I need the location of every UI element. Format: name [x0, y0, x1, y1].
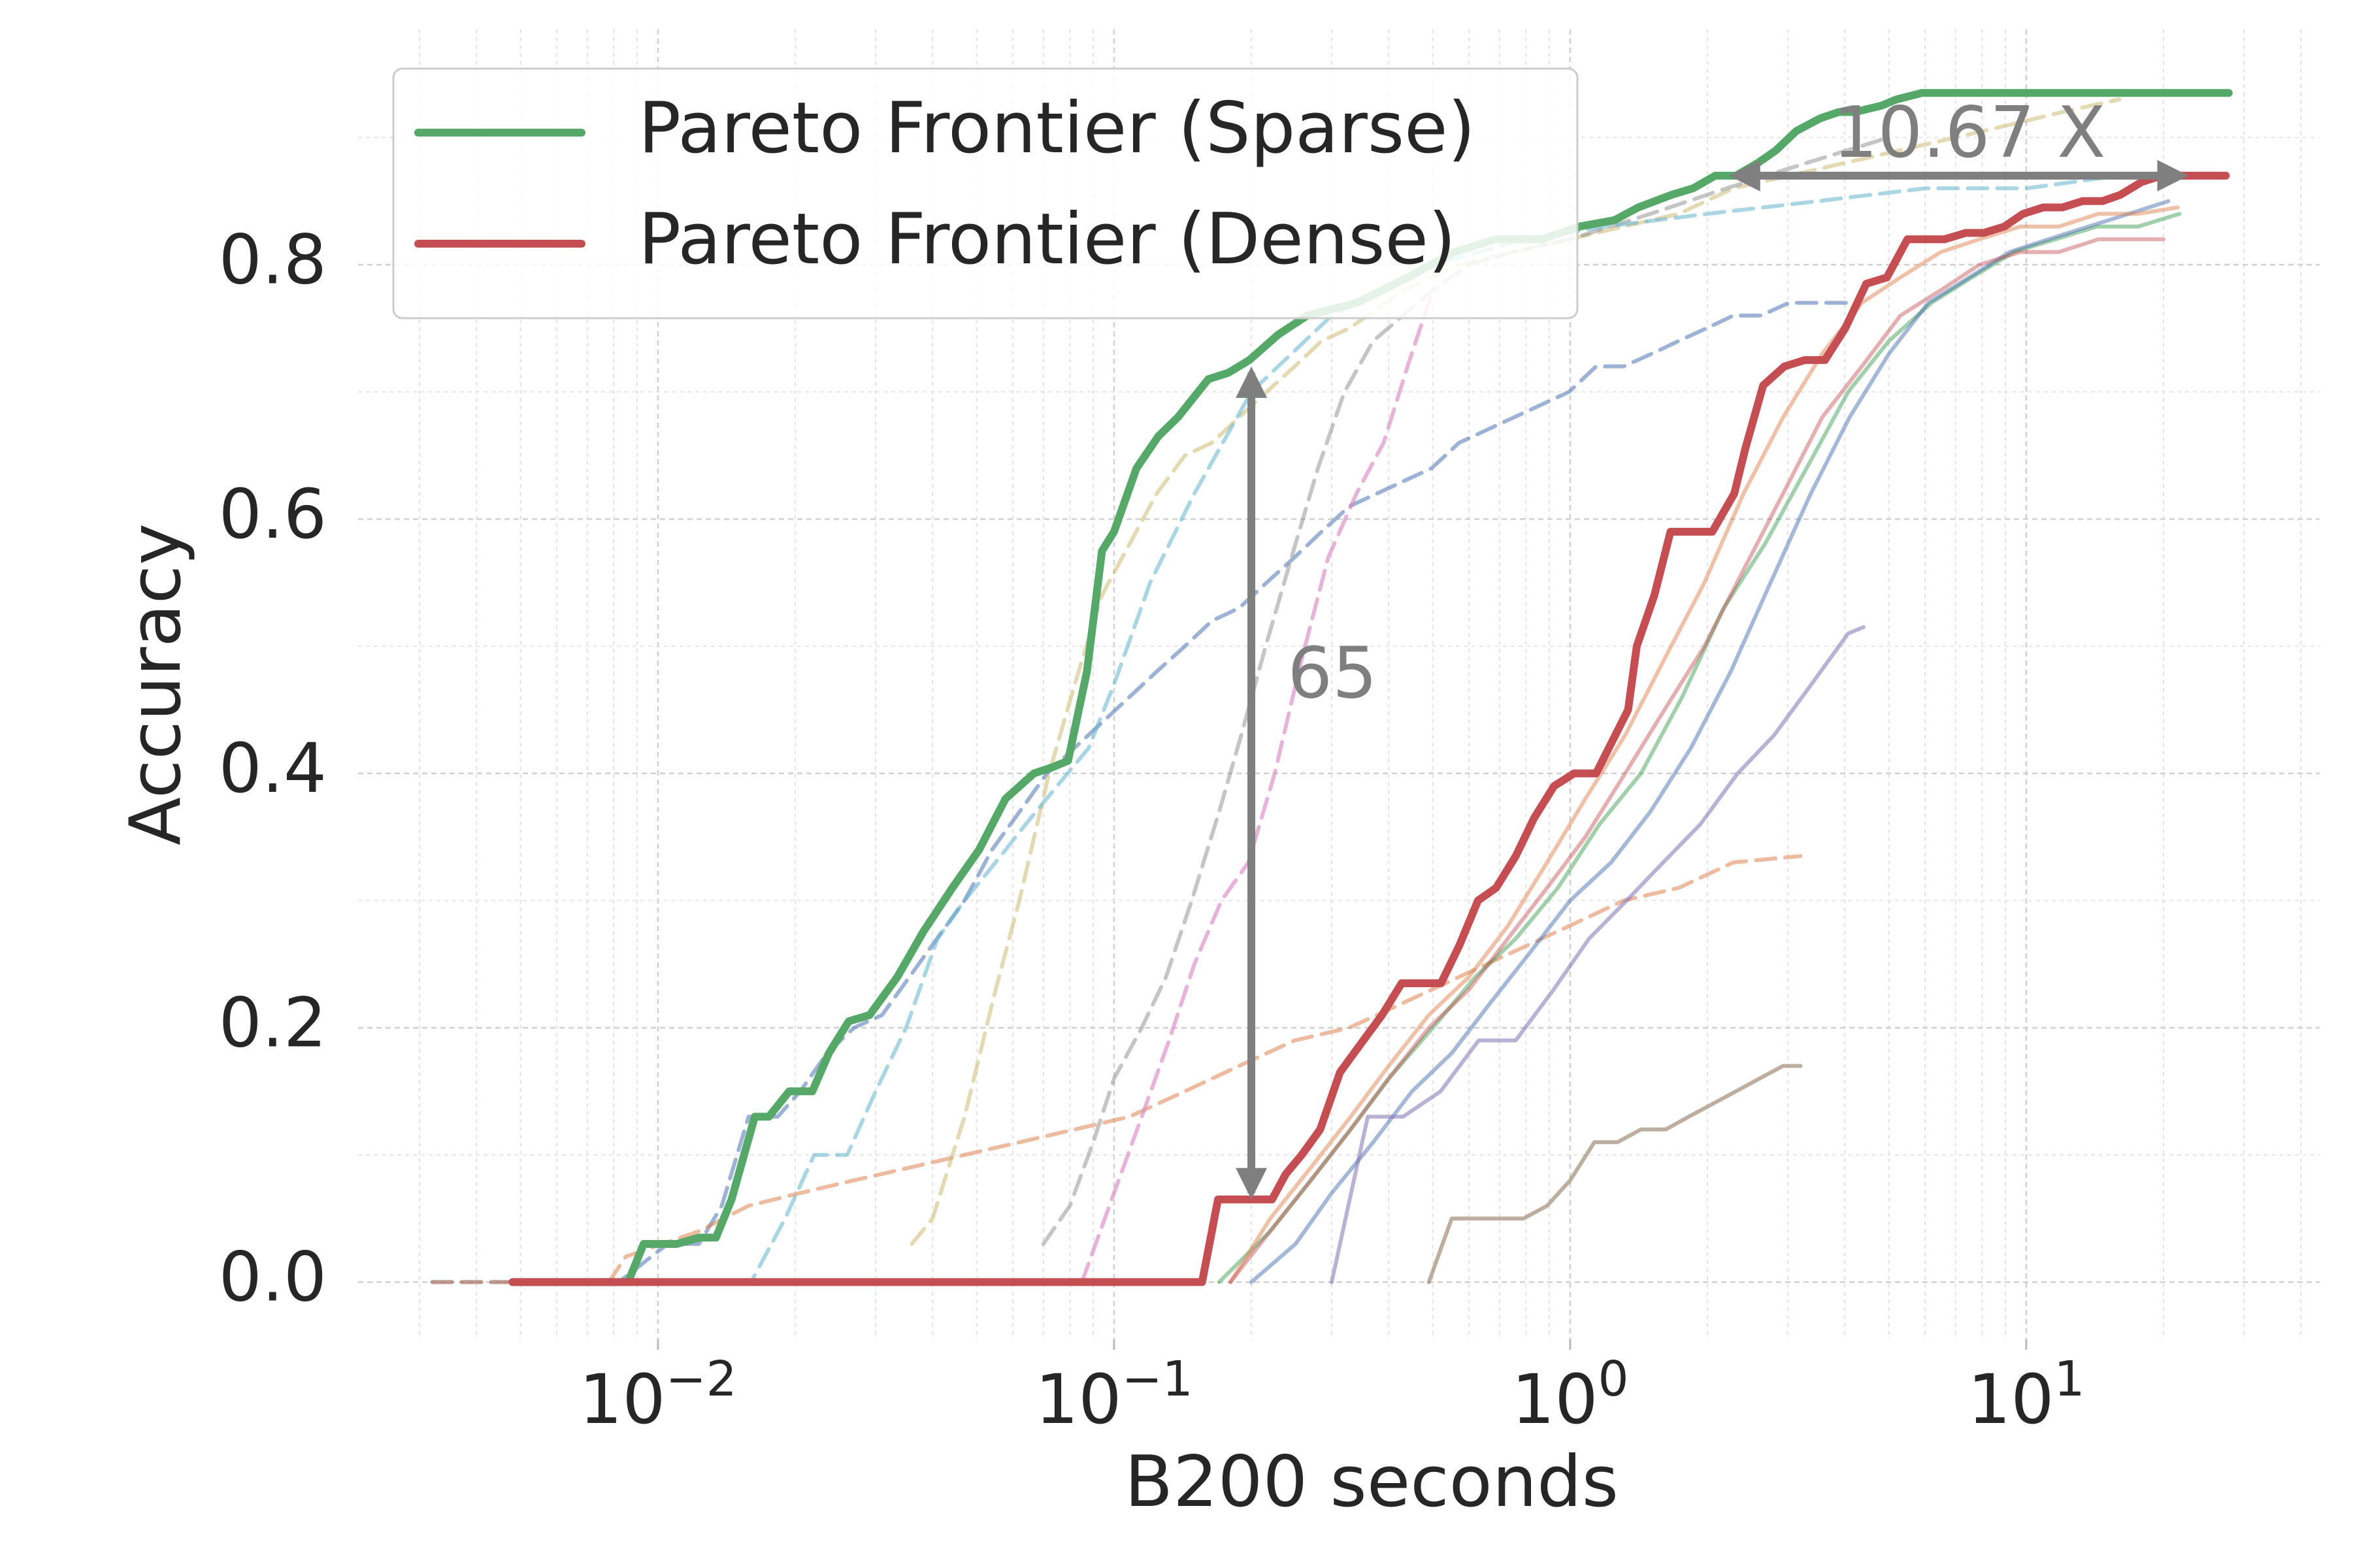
x-tick-label: 100 [1511, 1351, 1628, 1439]
annotation-text: 10.67 X [1833, 92, 2106, 174]
annotation-text: 65 [1287, 633, 1377, 715]
x-tick-base: 10 [579, 1360, 665, 1439]
y-tick-label: 0.6 [219, 474, 327, 554]
series-line-11 [1228, 205, 2180, 1284]
series-line-14 [1426, 1064, 1803, 1284]
x-tick-label: 101 [1967, 1351, 2084, 1439]
x-tick-exponent: 1 [2054, 1351, 2085, 1407]
x-axis-label: B200 seconds [1125, 1441, 1619, 1523]
series-line-12 [1228, 237, 2165, 1284]
annotation-layer: 65 10.67 X [1236, 92, 2189, 1200]
series-line-3 [430, 301, 1862, 1284]
series-line-4 [430, 854, 1803, 1284]
legend: Pareto Frontier (Sparse) Pareto Frontier … [392, 67, 1579, 319]
x-tick-label: 10−1 [1035, 1351, 1193, 1439]
x-tick-base: 10 [1967, 1360, 2054, 1439]
y-tick-label: 0.4 [219, 728, 327, 808]
series-line-8 [708, 173, 2184, 1284]
legend-box [392, 67, 1579, 319]
x-tick-base: 10 [1035, 1360, 1121, 1439]
x-tick-exponent: −2 [666, 1351, 737, 1407]
series-line-pareto-frontier-dense [508, 171, 2230, 1286]
x-tick-exponent: −1 [1122, 1351, 1193, 1407]
grid [358, 29, 2320, 1339]
y-axis-label: Accuracy [115, 523, 197, 845]
series-line-pareto-frontier-sparse [508, 89, 2233, 1286]
series-line-10 [1249, 199, 2171, 1284]
y-tick-label: 0.2 [219, 983, 327, 1062]
series-layer [430, 89, 2233, 1286]
y-tick-label: 0.8 [219, 220, 327, 299]
legend-entry-label: Pareto Frontier (Sparse) [638, 88, 1475, 169]
x-tick-exponent: 0 [1598, 1351, 1629, 1407]
legend-entry-label: Pareto Frontier (Dense) [638, 199, 1456, 280]
x-tick-label: 10−2 [579, 1351, 736, 1439]
y-tick-label: 0.0 [219, 1237, 327, 1317]
x-tick-base: 10 [1511, 1360, 1598, 1439]
series-line-13 [1330, 625, 1866, 1284]
series-line-6 [1041, 135, 1891, 1246]
